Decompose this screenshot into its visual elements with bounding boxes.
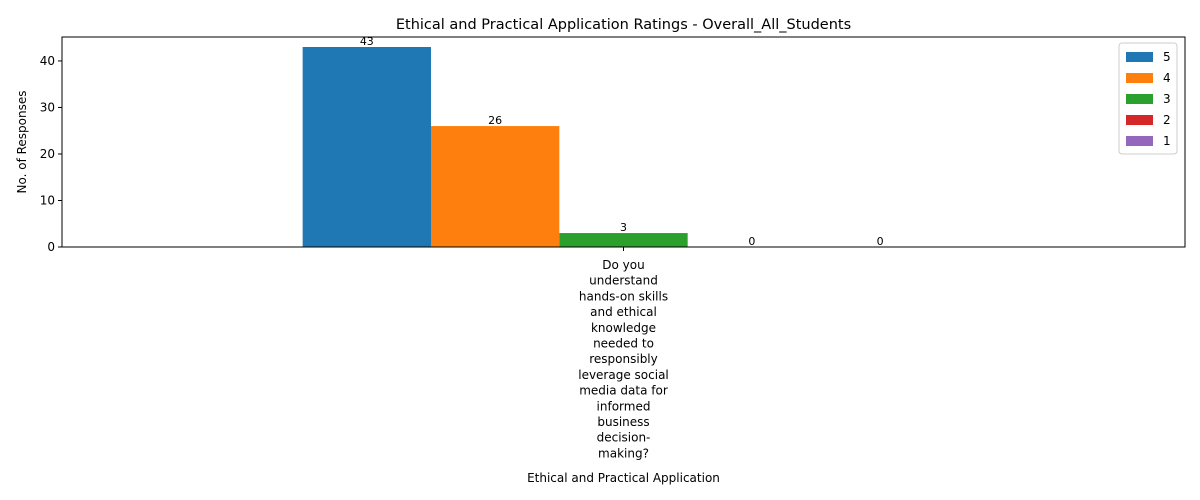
axes-frame (61, 36, 1186, 248)
bar-series-3 (559, 233, 688, 247)
x-tick-label: Do you understand hands-on skills and ethic… (578, 258, 669, 460)
y-tick-label: 30 (40, 100, 55, 114)
bar-value-label: 0 (877, 235, 884, 248)
y-tick-label: 10 (40, 193, 55, 207)
y-tick-label: 0 (47, 240, 55, 254)
legend-swatch-2 (1126, 115, 1153, 125)
bar-series-5 (302, 47, 431, 247)
bar-value-label: 0 (748, 235, 755, 248)
legend-label-4: 4 (1163, 71, 1171, 85)
chart-title: Ethical and Practical Application Rating… (396, 17, 851, 33)
bar-value-label: 26 (488, 114, 502, 127)
legend-swatch-4 (1126, 73, 1153, 83)
x-axis-label: Ethical and Practical Application (527, 471, 720, 485)
y-tick-label: 40 (40, 54, 55, 68)
legend: 5 4 3 2 1 (1118, 42, 1178, 155)
legend-swatch-5 (1126, 52, 1153, 62)
bar-value-label: 43 (360, 35, 374, 48)
legend-swatch-1 (1126, 136, 1153, 146)
y-tick-label: 20 (40, 147, 55, 161)
bar-value-label: 3 (620, 221, 627, 234)
legend-label-5: 5 (1163, 50, 1171, 64)
bar-series-4 (430, 126, 560, 247)
legend-label-2: 2 (1163, 113, 1171, 127)
legend-label-3: 3 (1163, 92, 1171, 106)
legend-swatch-3 (1126, 94, 1153, 104)
legend-label-1: 1 (1163, 134, 1171, 148)
y-axis-label: No. of Responses (15, 90, 29, 193)
